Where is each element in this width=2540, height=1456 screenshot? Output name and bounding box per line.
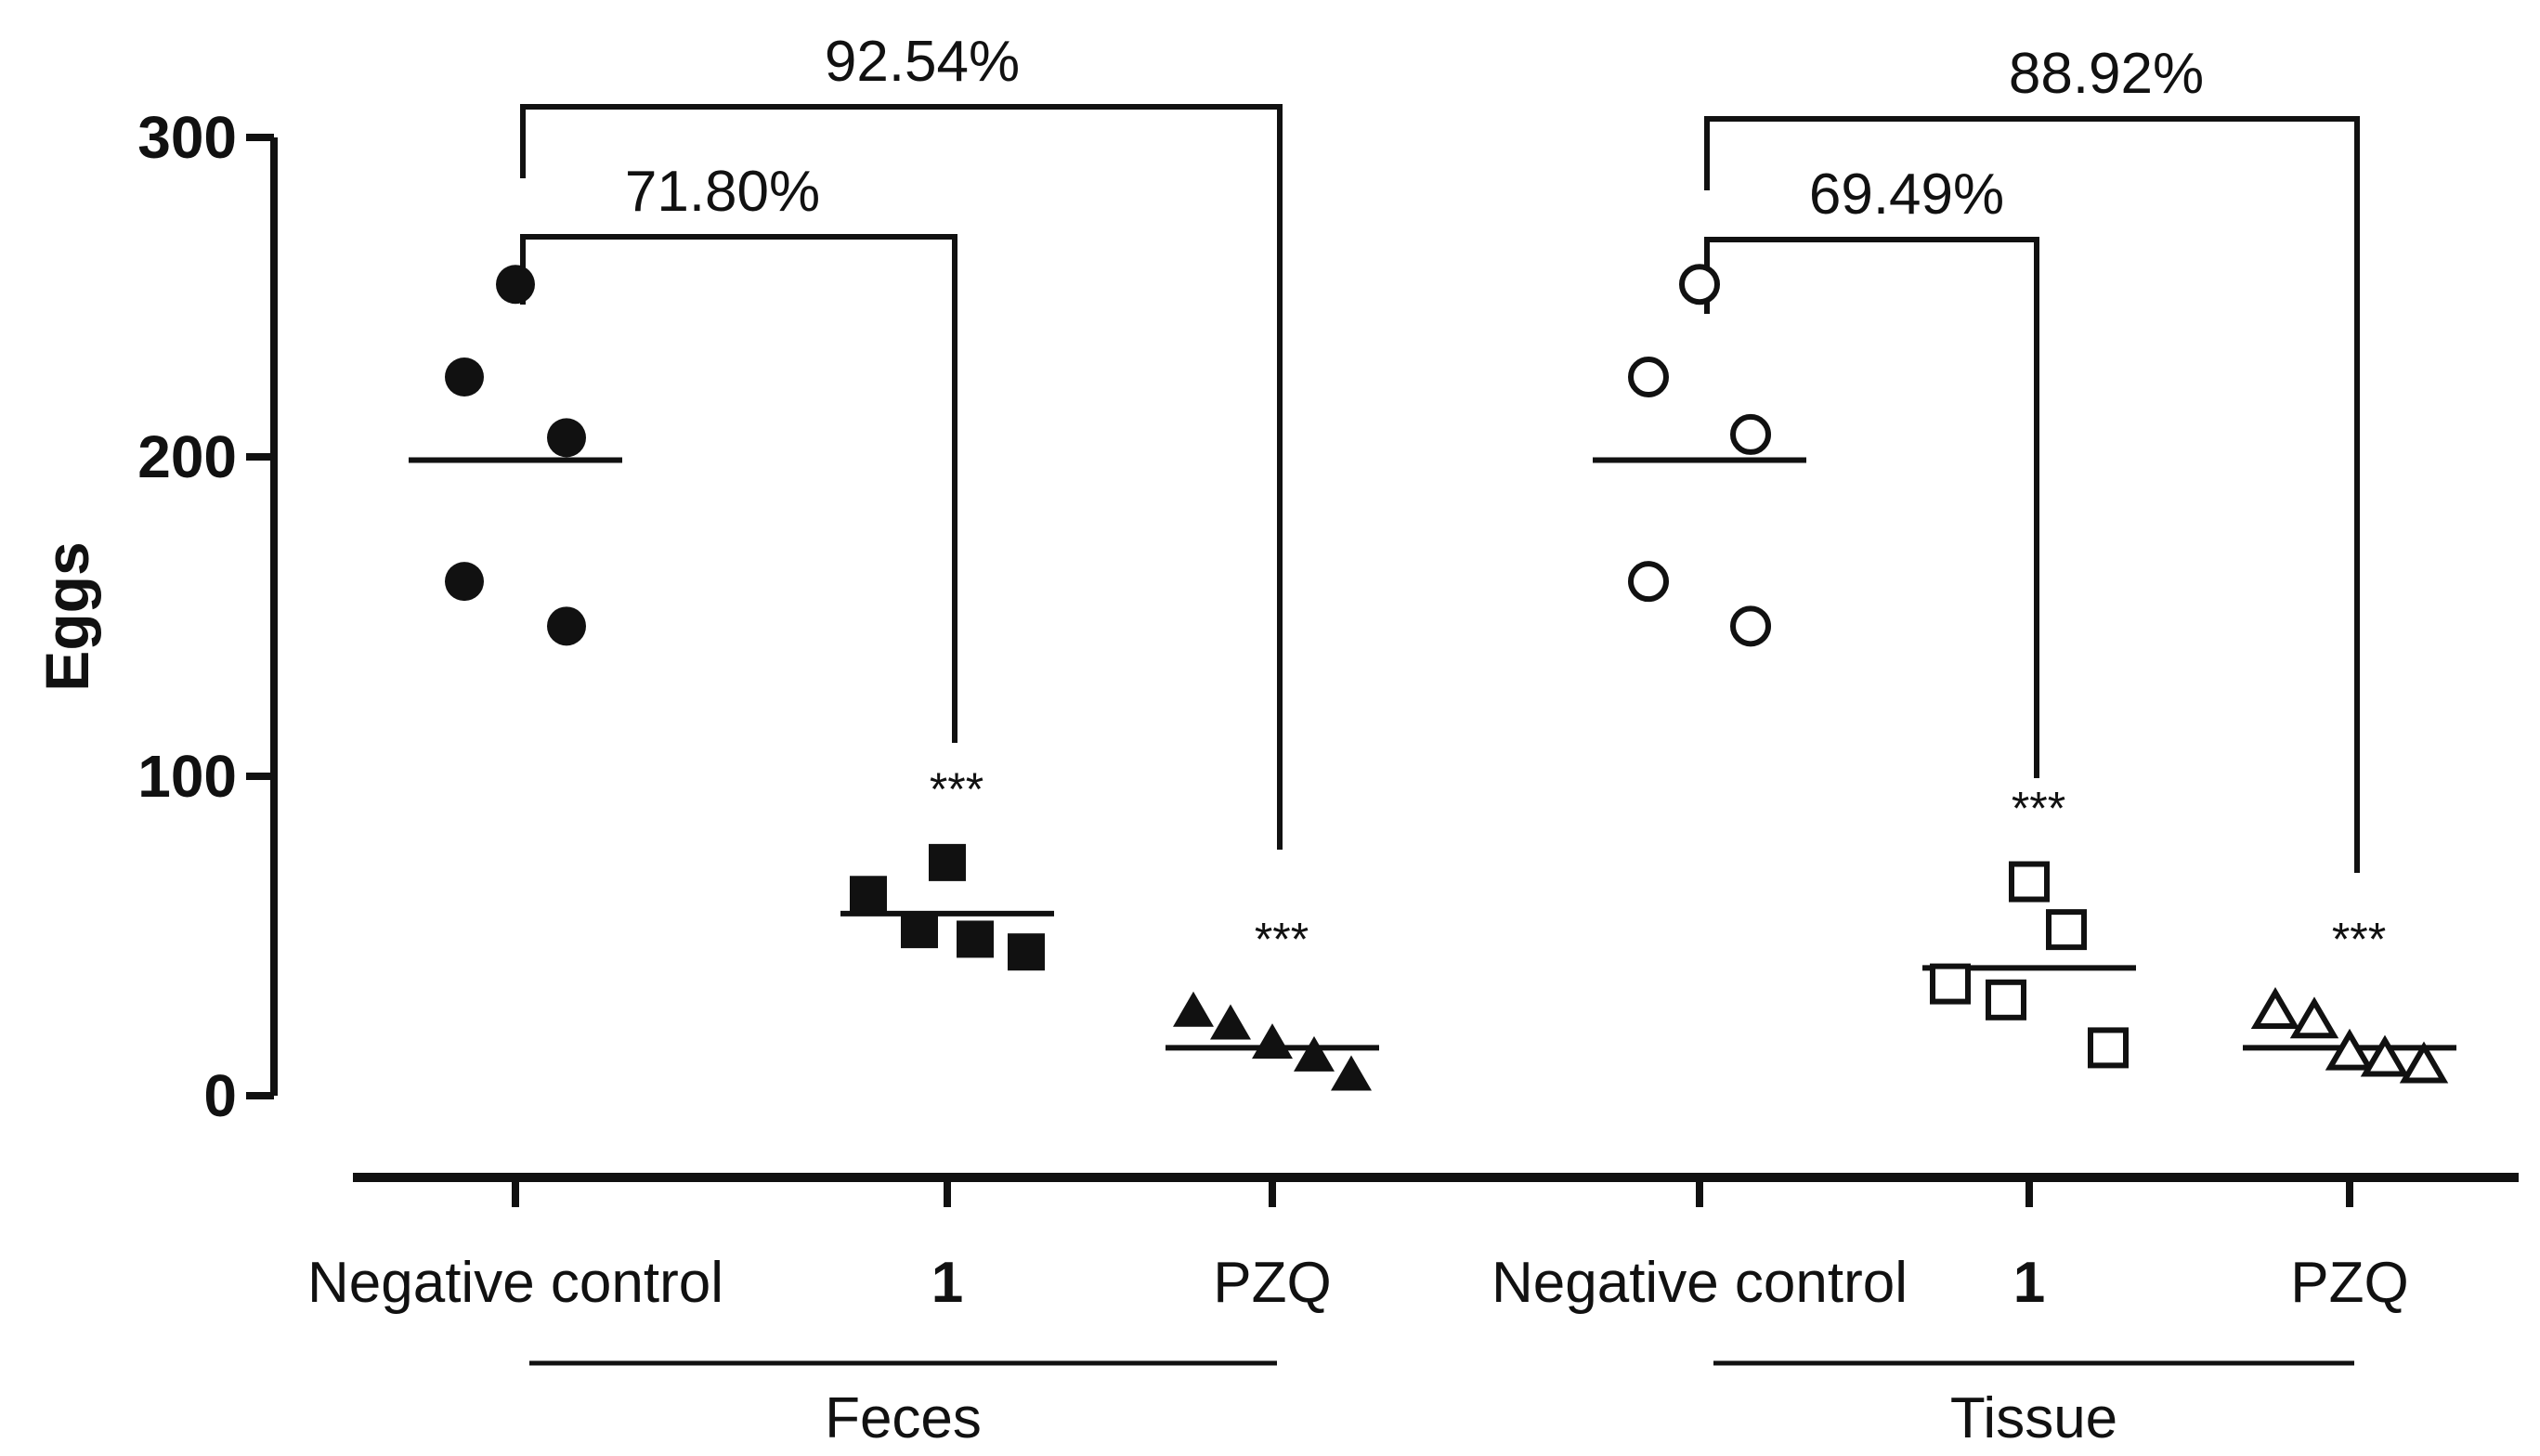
data-point-circle — [1628, 357, 1669, 397]
data-points — [409, 264, 2456, 1091]
data-point-square — [2046, 909, 2087, 951]
x-category-label: PZQ — [2290, 1251, 2408, 1315]
data-point-circle — [547, 606, 586, 646]
x-category-label: Negative control — [307, 1251, 723, 1315]
comparison-bracket — [1704, 116, 2360, 873]
x-category-label: Negative control — [1491, 1251, 1908, 1315]
data-point-square — [929, 843, 966, 881]
data-point-triangle — [1252, 1023, 1293, 1060]
data-point-square — [957, 920, 994, 958]
significance-label: *** — [930, 763, 983, 815]
group-bracket-label: Tissue — [1950, 1386, 2117, 1450]
data-point-circle — [1679, 264, 1720, 306]
comparison-percent-label: 69.49% — [1809, 162, 2004, 227]
comparison-bracket — [520, 104, 1283, 850]
comparison-percent-label: 92.54% — [825, 30, 1020, 94]
data-point-square — [850, 876, 887, 914]
comparison-brackets: 71.80% 92.54% 69.49%88.92% — [520, 30, 2360, 873]
data-point-circle — [445, 358, 484, 396]
x-category-label: 1 — [2013, 1251, 2045, 1315]
significance-label: *** — [2012, 783, 2065, 835]
y-tick-label: 100 — [137, 743, 237, 810]
data-point-square — [2009, 861, 2050, 903]
data-point-circle — [1730, 413, 1771, 455]
data-point-triangle — [2399, 1041, 2449, 1084]
y-axis-title: Eggs — [33, 541, 101, 691]
data-point-circle — [445, 562, 484, 602]
y-tick-label: 300 — [137, 104, 237, 171]
comparison-bracket — [1704, 237, 2039, 778]
data-point-circle — [1628, 561, 1669, 603]
data-point-circle — [1730, 605, 1771, 647]
x-category-label: 1 — [931, 1251, 963, 1315]
data-point-triangle — [1331, 1055, 1372, 1091]
y-tick-label: 0 — [203, 1062, 237, 1129]
data-point-square — [1930, 963, 1971, 1005]
significance-label: *** — [1255, 914, 1309, 966]
data-point-triangle — [2325, 1028, 2375, 1071]
chart-labels: Negative control 1 PZQ Negative control 1 PZQ… — [307, 763, 2409, 1450]
data-point-circle — [496, 265, 535, 305]
data-point-square — [1986, 979, 2026, 1020]
comparison-bracket — [520, 234, 957, 743]
x-category-label: PZQ — [1213, 1251, 1331, 1315]
data-point-square — [1008, 933, 1045, 971]
comparison-percent-label: 88.92% — [2009, 42, 2204, 106]
data-point-square — [2088, 1027, 2129, 1069]
data-point-triangle — [1210, 1004, 1251, 1040]
y-tick-label: 200 — [137, 423, 237, 490]
data-point-triangle — [2360, 1034, 2410, 1077]
data-point-triangle — [2289, 996, 2339, 1039]
significance-label: *** — [2332, 914, 2386, 966]
axes: 0 100 200 300 Eggs — [33, 104, 2519, 1207]
data-point-triangle — [2250, 987, 2300, 1029]
data-point-square — [901, 911, 938, 949]
group-bracket-label: Feces — [825, 1386, 982, 1450]
data-point-triangle — [1294, 1035, 1335, 1072]
data-point-circle — [547, 418, 586, 458]
data-point-triangle — [1173, 991, 1214, 1027]
comparison-percent-label: 71.80% — [625, 160, 820, 224]
